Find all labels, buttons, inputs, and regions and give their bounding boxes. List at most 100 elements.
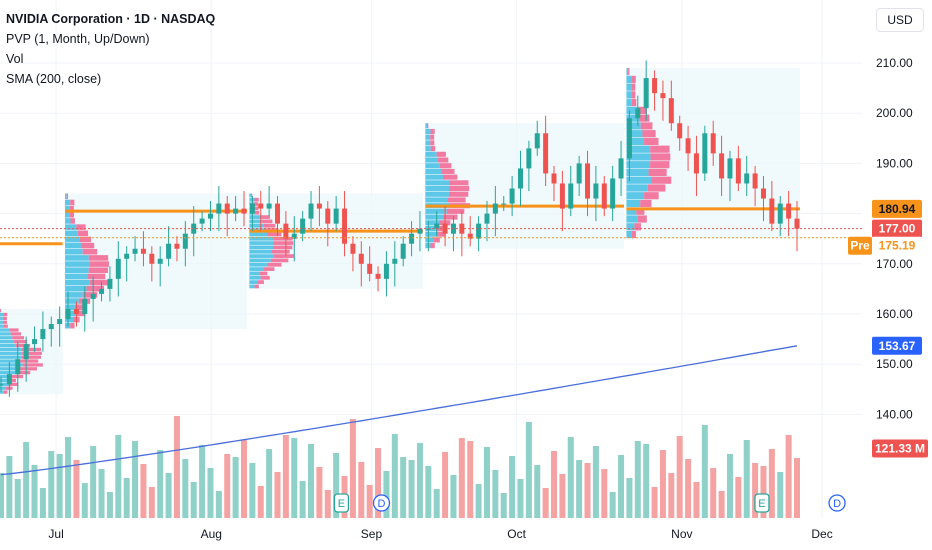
profile-row-up xyxy=(65,224,77,230)
volume-bar xyxy=(551,451,558,518)
profile-row-down xyxy=(436,151,446,157)
candle-body xyxy=(693,153,699,174)
profile-row-down xyxy=(637,106,647,114)
candle-body xyxy=(350,243,356,254)
profile-row-down xyxy=(251,193,253,198)
candle-body xyxy=(48,324,54,330)
profile-row-up xyxy=(626,192,645,200)
profile-row-down xyxy=(81,242,95,249)
profile-row-up xyxy=(0,340,15,344)
volume-bar xyxy=(383,471,390,518)
profile-row-up xyxy=(0,386,7,390)
candle-body xyxy=(668,98,674,124)
profile-row-down xyxy=(79,236,92,243)
candle-body xyxy=(660,93,666,99)
volume-bar xyxy=(475,484,482,518)
profile-row-down xyxy=(2,320,7,324)
volume-bar xyxy=(81,483,88,518)
candle-body xyxy=(677,123,683,139)
volume-bar xyxy=(232,457,239,518)
candle-body xyxy=(509,188,515,204)
currency-button[interactable]: USD xyxy=(876,8,924,32)
profile-row-up xyxy=(65,205,70,212)
candle-body xyxy=(752,173,758,189)
profile-row-up xyxy=(425,185,450,192)
profile-row-up xyxy=(65,212,70,218)
volume-bar xyxy=(601,469,608,518)
profile-row-up xyxy=(65,236,80,243)
symbol-title[interactable]: NVIDIA Corporation · 1D · NASDAQ xyxy=(6,12,216,26)
profile-row-down xyxy=(636,207,645,215)
profile-row-down xyxy=(88,255,109,261)
profile-row-down xyxy=(631,230,636,239)
time-tick-label: Nov xyxy=(671,527,692,541)
candle-body xyxy=(618,158,624,179)
volume-bar xyxy=(525,422,532,518)
profile-row-down xyxy=(650,161,670,169)
volume-bar xyxy=(433,489,440,518)
profile-row-up xyxy=(626,122,641,130)
volume-bar xyxy=(308,444,315,518)
volume-bar xyxy=(567,437,574,518)
profile-row-down xyxy=(448,191,469,197)
candle-body xyxy=(283,223,289,239)
time-axis[interactable]: Jul Aug Sep Oct Nov Dec xyxy=(48,527,832,541)
sma-indicator-label[interactable]: SMA (200, close) xyxy=(6,72,102,86)
volume-bar xyxy=(458,438,465,518)
profile-row-down xyxy=(650,153,671,161)
time-tick-label: Sep xyxy=(361,527,383,541)
volume-bar xyxy=(165,473,172,518)
profile-row-down xyxy=(435,225,444,232)
profile-row-down xyxy=(254,197,259,202)
profile-row-up xyxy=(249,275,261,280)
profile-row-up xyxy=(249,241,274,245)
profile-row-up xyxy=(65,218,71,224)
profile-row-up xyxy=(249,236,274,241)
candle-body xyxy=(57,319,63,325)
profile-row-down xyxy=(648,168,667,177)
profile-row-up xyxy=(626,207,637,215)
pvp-indicator-label[interactable]: PVP (1, Month, Up/Down) xyxy=(6,32,150,46)
profile-row-up xyxy=(0,363,23,367)
profile-row-up xyxy=(626,68,629,76)
candle-body xyxy=(702,133,708,174)
candle-body xyxy=(367,263,373,274)
price-tick-label: 140.00 xyxy=(876,407,913,421)
profile-row-down xyxy=(15,343,31,348)
candle-body xyxy=(166,243,172,259)
profile-row-down xyxy=(70,322,75,329)
profile-row-up xyxy=(249,254,275,258)
candle-body xyxy=(258,203,264,209)
candle-body xyxy=(174,243,180,249)
time-tick-label: Dec xyxy=(811,527,832,541)
profile-row-up xyxy=(626,223,635,231)
volume-bar xyxy=(6,456,13,518)
volume-bar xyxy=(39,488,46,518)
volume-bar xyxy=(14,479,21,518)
profile-row-down xyxy=(9,382,19,386)
profile-row-up xyxy=(0,332,11,336)
profile-row-up xyxy=(65,273,88,280)
volume-bar xyxy=(215,491,222,518)
volume-bar xyxy=(274,472,281,518)
volume-bar xyxy=(391,434,398,518)
volume-bar xyxy=(726,454,733,518)
profile-row-up xyxy=(249,219,263,224)
vol-indicator-label[interactable]: Vol xyxy=(6,52,24,66)
profile-row-up xyxy=(65,248,83,255)
profile-row-down xyxy=(257,280,264,284)
volume-bar xyxy=(90,446,97,518)
price-tick-label: 190.00 xyxy=(876,156,913,170)
profile-row-up xyxy=(0,390,4,394)
profile-row-down xyxy=(66,193,69,200)
candle-body xyxy=(601,183,607,209)
volume-bar xyxy=(626,478,633,518)
candle-body xyxy=(124,253,130,259)
profile-row-down xyxy=(651,176,672,184)
volume-bar xyxy=(207,468,214,518)
volume-bar xyxy=(324,490,331,518)
sma-200-line xyxy=(0,345,798,476)
profile-row-up xyxy=(425,208,447,214)
profile-row-up xyxy=(65,230,78,237)
